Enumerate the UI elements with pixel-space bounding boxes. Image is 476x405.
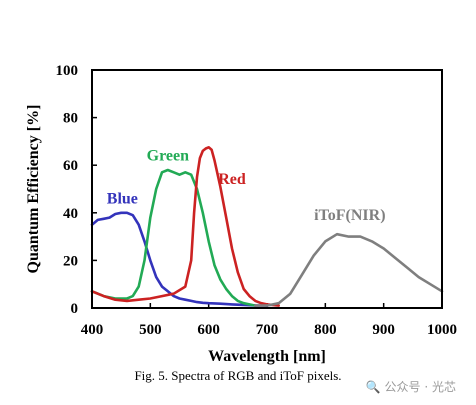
series-line-green [90,168,257,307]
x-tick-label: 1000 [427,322,457,338]
x-tick-label: 700 [256,322,279,338]
y-tick-label: 80 [63,111,78,127]
x-tick-label: 600 [197,322,220,338]
series-label: Blue [107,190,138,207]
x-tick-label: 800 [314,322,337,338]
x-tick-label: 900 [372,322,395,338]
y-tick-label: 40 [63,206,78,222]
series-label: Red [218,171,246,188]
figure-caption: Fig. 5. Spectra of RGB and iToF pixels. [134,368,342,383]
y-tick-label: 100 [56,63,79,79]
y-tick-label: 20 [63,253,78,269]
x-tick-label: 400 [81,322,104,338]
x-tick-label: 500 [139,322,162,338]
plot-area-frame [91,69,443,309]
y-axis-title: Quantum Efficiency [%] [25,105,42,274]
series-label: iToF(NIR) [314,207,385,224]
wechat-watermark: 🔍 公众号 · 光芯 [365,380,456,394]
series-line-red [90,146,281,307]
y-tick-label: 0 [71,301,79,317]
series-label: Green [147,147,189,164]
series-line-blue [90,211,269,307]
x-axis-title: Wavelength [nm] [208,348,326,365]
y-tick-label: 60 [63,158,78,174]
series-line-itof-nir [254,232,444,307]
